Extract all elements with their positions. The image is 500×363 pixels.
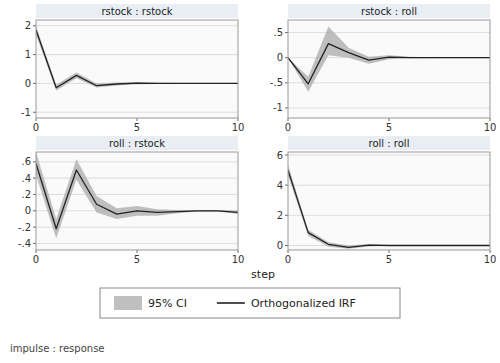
title-bar (36, 136, 238, 150)
tick-label: 5 (134, 254, 140, 265)
tick-label: 10 (232, 122, 245, 133)
tick-label: 1 (25, 49, 31, 60)
marks (36, 26, 238, 91)
plot-frame (36, 152, 238, 250)
title-bar (36, 4, 238, 18)
footer-note: impulse : response (10, 343, 105, 354)
plot-area (36, 20, 238, 118)
page: {"chart_data": [ {"type": "line", "title… (0, 0, 500, 363)
tick-label: 10 (232, 254, 245, 265)
tick-label: 0 (285, 122, 291, 133)
irf-line (288, 170, 490, 247)
tick-label: 6 (277, 150, 283, 161)
tick-label: .4 (21, 173, 31, 184)
tick-label: 0 (25, 78, 31, 89)
grid-line (36, 227, 238, 228)
plot-frame (288, 20, 490, 118)
tick-label: 2 (25, 20, 31, 31)
grid-line (36, 161, 238, 162)
grid-line (288, 107, 490, 108)
grid-line (288, 155, 490, 156)
plot-frame (36, 20, 238, 118)
tick-label: 0 (277, 240, 283, 251)
panel-title: roll : roll (369, 138, 410, 149)
ci-band (288, 27, 490, 92)
grid-line (36, 243, 238, 244)
legend-label: Orthogonalized IRF (251, 297, 356, 310)
grid-line (288, 32, 490, 33)
grid-line (36, 25, 238, 26)
tick-label: 5 (386, 254, 392, 265)
panel: roll : roll 0 2 4 6 0 5 10 (277, 136, 497, 265)
irf-line (288, 44, 490, 84)
tick-label: 0 (33, 122, 39, 133)
tick-label: .6 (21, 156, 31, 167)
irf-line (36, 163, 238, 228)
panel-title: rstock : roll (361, 6, 417, 17)
plot-area (288, 20, 490, 118)
legend-label: 95% CI (148, 297, 187, 310)
tick-label: -.2 (18, 222, 31, 233)
plot-frame (288, 152, 490, 250)
grid-line (288, 185, 490, 186)
ci-band (36, 152, 238, 239)
tick-label: .5 (273, 27, 283, 38)
tick-label: -1 (21, 107, 31, 118)
tick-label: 0 (33, 254, 39, 265)
panel: rstock : rstock-10120510 (21, 4, 244, 133)
tick-label: 10 (484, 254, 497, 265)
legend-swatch (114, 296, 142, 310)
chart: rstock : rstock-10120510rstock : roll-1-… (0, 0, 500, 363)
grid-line (36, 54, 238, 55)
marks (288, 165, 490, 249)
tick-label: -1 (273, 102, 283, 113)
background (0, 0, 500, 363)
tick-label: 5 (134, 122, 140, 133)
panel: rstock : roll -1 -.5 0 .5 0 5 10 (270, 4, 497, 133)
tick-label: 10 (484, 122, 497, 133)
tick-label: 0 (25, 205, 31, 216)
plot-area (288, 152, 490, 250)
marks (288, 27, 490, 92)
grid-line (288, 215, 490, 216)
grid-line (36, 112, 238, 113)
panel-title: roll : rstock (109, 138, 165, 149)
x-axis-label: step (251, 268, 275, 281)
ci-band (288, 165, 490, 249)
legend-swatch (217, 302, 245, 304)
grid-line (36, 178, 238, 179)
marks (36, 152, 238, 239)
title-bar (288, 136, 490, 150)
grid-line (288, 82, 490, 83)
tick-label: -.5 (270, 77, 283, 88)
tick-label: 0 (285, 254, 291, 265)
ci-band (36, 26, 238, 91)
tick-label: -.4 (18, 238, 31, 249)
tick-label: 4 (277, 180, 283, 191)
irf-line (36, 30, 238, 88)
panel: roll : rstock -.4 -.2 0 .2 .4 .6 0 5 10 (18, 136, 245, 265)
plot-area (36, 152, 238, 250)
title-bar (288, 4, 490, 18)
legend-box (100, 288, 400, 318)
tick-label: .2 (21, 189, 31, 200)
legend: 95% CI Orthogonalized IRF (100, 288, 400, 318)
tick-label: 5 (386, 122, 392, 133)
tick-label: 0 (277, 52, 283, 63)
tick-label: 2 (277, 210, 283, 221)
panel-title: rstock : rstock (101, 6, 172, 17)
